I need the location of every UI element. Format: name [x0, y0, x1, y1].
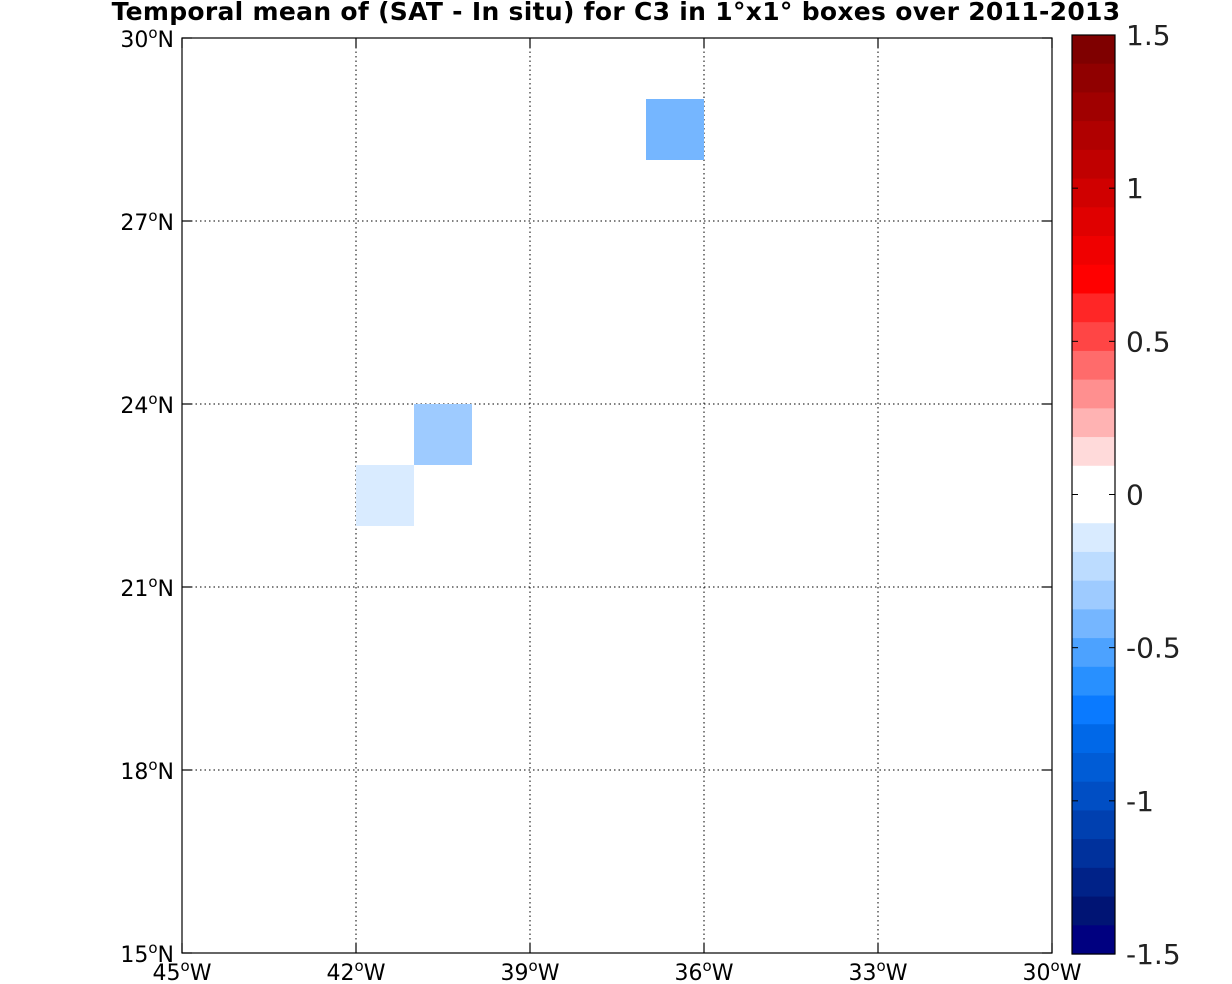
colorbar-tick-label: -0.5	[1126, 632, 1181, 665]
colorbar-tick-label: -1.5	[1126, 938, 1181, 971]
x-tick-label: 42oW	[327, 957, 386, 984]
y-tick-label: 24oN	[120, 390, 174, 419]
y-tick-label: 18oN	[120, 756, 174, 785]
data-cell	[356, 465, 414, 526]
colorbar-segment	[1072, 925, 1115, 955]
colorbar-segment	[1072, 149, 1115, 180]
colorbar-segment	[1072, 379, 1115, 409]
colorbar-segment	[1072, 724, 1115, 754]
data-cell	[414, 404, 472, 465]
colorbar-segment	[1072, 523, 1115, 553]
colorbar-segment	[1072, 350, 1115, 381]
y-tick-label: 27oN	[120, 207, 174, 236]
colorbar	[1071, 34, 1116, 955]
colorbar-segment	[1072, 264, 1115, 295]
data-cell	[646, 99, 704, 160]
colorbar-tick-label: -1	[1126, 785, 1154, 818]
grid-lines	[182, 38, 1052, 953]
colorbar-segment	[1072, 695, 1115, 725]
x-tick-label: 36oW	[675, 957, 734, 984]
x-axis-labels: 45oW 42oW 39oW 36oW 33oW 30oW	[153, 957, 1082, 984]
colorbar-tick-label: 1	[1126, 172, 1144, 205]
colorbar-segment	[1072, 609, 1115, 639]
colorbar-segment	[1072, 896, 1115, 926]
colorbar-segment	[1072, 92, 1115, 122]
colorbar-segment	[1072, 810, 1115, 840]
colorbar-segment	[1072, 35, 1115, 65]
colorbar-segment	[1072, 437, 1115, 467]
colorbar-segment	[1072, 638, 1115, 668]
colorbar-segment	[1072, 867, 1115, 898]
colorbar-segment	[1072, 121, 1115, 151]
x-tick-label: 30oW	[1023, 957, 1082, 984]
colorbar-segment	[1072, 551, 1115, 582]
colorbar-tick-label: 1.5	[1126, 19, 1171, 52]
colorbar-segment	[1072, 580, 1115, 610]
colorbar-segment	[1072, 207, 1115, 237]
colorbar-segment	[1072, 781, 1115, 812]
colorbar-segment	[1072, 293, 1115, 323]
colorbar-segment	[1072, 666, 1115, 697]
colorbar-segment	[1072, 494, 1115, 524]
plot-background	[182, 38, 1052, 953]
colorbar-labels: 1.5 1 0.5 0 -0.5 -1 -1.5	[1126, 19, 1181, 971]
colorbar-tick-label: 0.5	[1126, 325, 1171, 358]
plot-frame	[181, 37, 1053, 954]
colorbar-segment	[1072, 839, 1115, 869]
y-tick-label: 21oN	[120, 573, 174, 602]
colorbar-segment	[1072, 752, 1115, 783]
y-tick-label: 30oN	[120, 24, 174, 53]
colorbar-segment	[1072, 408, 1115, 438]
data-cells	[356, 99, 704, 526]
colorbar-segment	[1072, 322, 1115, 352]
x-tick-label: 45oW	[153, 957, 212, 984]
x-tick-label: 39oW	[501, 957, 560, 984]
chart-title: Temporal mean of (SAT - In situ) for C3 …	[111, 0, 1121, 26]
colorbar-segment	[1072, 236, 1115, 266]
colorbar-segment	[1072, 178, 1115, 208]
y-tick-label: 15oN	[120, 939, 174, 968]
colorbar-segment	[1072, 63, 1115, 94]
x-tick-label: 33oW	[849, 957, 908, 984]
colorbar-segment	[1072, 465, 1115, 496]
colorbar-tick-label: 0	[1126, 479, 1144, 512]
y-axis-labels: 15oN 18oN 21oN 24oN 27oN 30oN	[120, 24, 174, 968]
